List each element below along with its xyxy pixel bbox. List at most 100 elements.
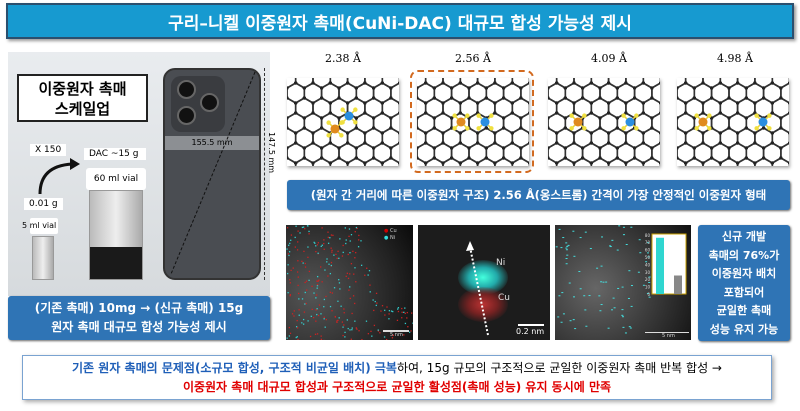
- carbon-atom: [354, 126, 358, 130]
- carbon-atom: [458, 131, 462, 135]
- carbon-atom: [346, 131, 350, 135]
- eds-dot: [343, 324, 345, 326]
- eds-dot: [390, 310, 393, 312]
- eds-dot: [332, 234, 334, 237]
- scale-bar-label: 5 nm: [662, 333, 675, 339]
- carbon-atom: [302, 86, 306, 90]
- eds-dot: [377, 329, 379, 331]
- carbon-atom: [650, 86, 654, 90]
- carbon-atom: [458, 111, 462, 115]
- eds-dot: [355, 251, 357, 254]
- n-atom: [353, 107, 358, 112]
- carbon-atom: [372, 116, 376, 120]
- atom-dot: [628, 270, 631, 272]
- carbon-atom: [633, 156, 637, 160]
- atom-dot: [622, 326, 625, 328]
- eds-dot: [331, 310, 333, 312]
- eds-dot: [401, 317, 403, 319]
- eds-dot: [304, 228, 306, 230]
- side-note-line: 포함되어: [723, 285, 765, 299]
- eds-dot: [289, 242, 291, 245]
- carbon-atom: [287, 156, 289, 160]
- carbon-atom: [372, 146, 376, 150]
- eds-dot: [329, 237, 331, 239]
- curved-arrow-icon: [38, 158, 80, 195]
- atom-dot: [629, 327, 632, 329]
- atom-dot: [611, 309, 614, 311]
- lattice-structure: [417, 78, 529, 166]
- eds-dot: [336, 320, 338, 322]
- eds-dot: [364, 274, 366, 276]
- eds-dot: [289, 295, 291, 297]
- carbon-atom: [624, 161, 628, 165]
- inset-tick-label: 40: [645, 262, 651, 267]
- carbon-atom: [684, 81, 688, 85]
- eds-dot: [301, 226, 304, 229]
- cu-atom: [330, 124, 340, 134]
- eds-dot: [355, 226, 358, 229]
- small-vial: [32, 236, 54, 280]
- eds-dot: [349, 329, 351, 331]
- eds-dot: [327, 275, 329, 277]
- n-atom: [452, 113, 457, 118]
- carbon-atom: [346, 161, 350, 165]
- inset-bar-chart: 0 10 20 30 40 50 60 70 80: [645, 233, 687, 297]
- eds-dot: [301, 260, 303, 263]
- eds-dot: [335, 253, 337, 256]
- carbon-atom: [476, 131, 480, 135]
- eds-dot: [330, 234, 333, 236]
- eds-dot: [328, 263, 330, 265]
- carbon-atom: [398, 161, 399, 165]
- eds-dot: [289, 282, 291, 284]
- ni-atom: [480, 117, 490, 127]
- ni-atom: [344, 111, 354, 121]
- carbon-atom: [548, 126, 550, 130]
- eds-dot: [316, 333, 319, 335]
- eds-dot: [349, 286, 351, 288]
- atom-dot: [648, 276, 651, 278]
- eds-dot: [327, 242, 330, 244]
- carbon-atom: [389, 86, 393, 90]
- carbon-atom: [287, 146, 289, 150]
- eds-dot: [296, 336, 298, 338]
- eds-dot: [316, 287, 318, 289]
- eds-dot: [303, 250, 305, 253]
- carbon-atom: [398, 81, 399, 85]
- eds-dot: [299, 232, 301, 234]
- n-atom: [489, 126, 494, 131]
- atom-dot: [600, 281, 603, 283]
- eds-dot: [401, 311, 403, 313]
- eds-dot: [296, 271, 299, 273]
- carbon-atom: [311, 131, 315, 135]
- ni-atom: [758, 117, 768, 127]
- atom-dot: [579, 237, 582, 239]
- atom-dot: [616, 249, 619, 251]
- carbon-atom: [624, 101, 628, 105]
- carbon-atom: [519, 116, 523, 120]
- eds-dot: [360, 264, 363, 266]
- carbon-atom: [607, 111, 611, 115]
- carbon-atom: [744, 156, 748, 160]
- carbon-atom: [441, 161, 445, 165]
- carbon-atom: [555, 111, 559, 115]
- structure-caption: (원자 간 거리에 따른 이중원자 구조) 2.56 Å(옹스트롬) 간격이 가…: [287, 180, 790, 210]
- eds-dot: [314, 242, 316, 244]
- carbon-atom: [493, 131, 497, 135]
- eds-dot: [323, 298, 326, 301]
- carbon-atom: [736, 101, 740, 105]
- eds-dot: [348, 228, 351, 230]
- distance-label: 2.56 Å: [455, 52, 491, 65]
- carbon-atom: [710, 96, 714, 100]
- eds-dot: [297, 230, 299, 232]
- carbon-atom: [779, 146, 783, 150]
- carbon-atom: [398, 111, 399, 115]
- carbon-atom: [718, 81, 722, 85]
- n-atom: [754, 113, 759, 118]
- inset-bar: [674, 275, 682, 294]
- carbon-atom: [302, 156, 306, 160]
- eds-dot: [318, 279, 320, 281]
- atom-dot: [566, 254, 569, 256]
- eds-dot: [308, 279, 310, 282]
- scaleup-caption: (기존 촉매) 10mg → (신규 촉매) 15g 원자 촉매 대규모 합성 …: [8, 296, 270, 340]
- carbon-atom: [502, 156, 506, 160]
